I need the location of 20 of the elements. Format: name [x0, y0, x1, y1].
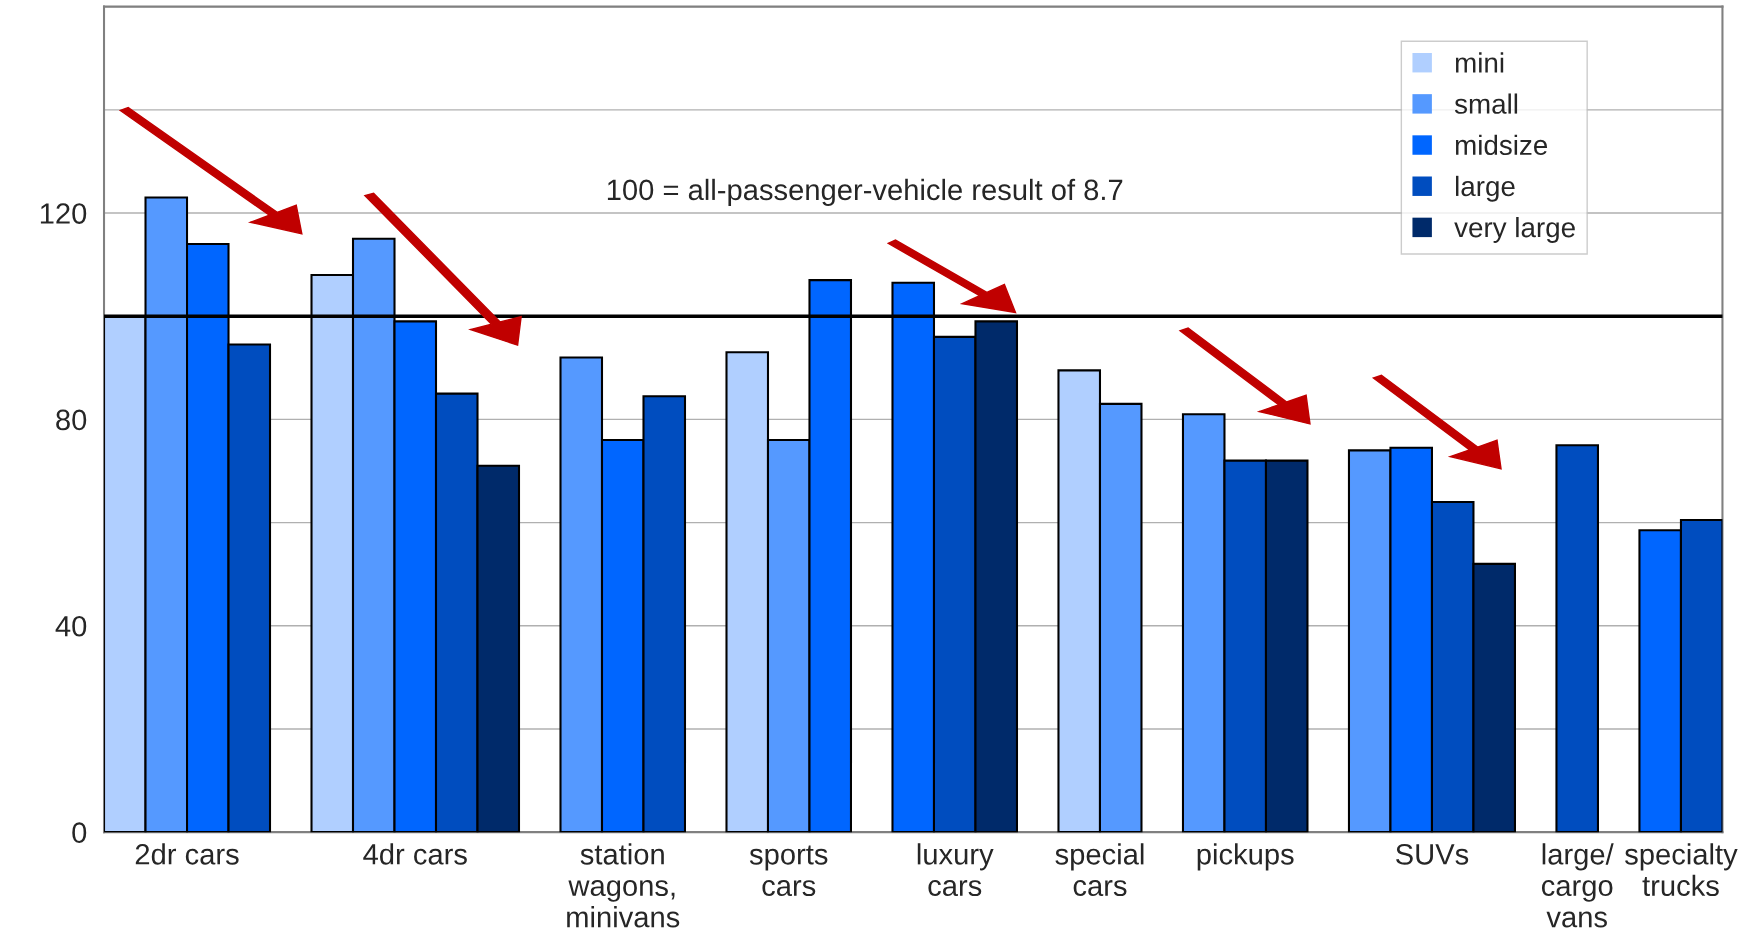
legend-label: large: [1455, 175, 1515, 202]
x-tick-label: specialty trucks: [1625, 843, 1738, 897]
legend-label: small: [1454, 93, 1518, 114]
annotation: 100 = all-passenger-vehicle result of 8.7: [607, 178, 1123, 206]
x-tick-label: 2dr cars: [135, 843, 239, 865]
y-tick-label: 80: [56, 409, 87, 431]
x-tick-label: special cars: [1055, 843, 1144, 897]
y-tick-label: 40: [55, 615, 87, 637]
legend-label: midsize: [1455, 134, 1548, 156]
x-tick-label: sports cars: [749, 845, 828, 897]
x-tick-label: luxury cars: [917, 843, 994, 897]
x-tick-label: pickups: [1197, 843, 1294, 871]
legend-label: mini: [1455, 52, 1504, 73]
x-tick-label: 4dr cars: [363, 843, 467, 865]
legend-label: very large: [1454, 216, 1575, 243]
x-tick-label: SUVs: [1396, 844, 1469, 865]
y-tick-label: 0: [72, 822, 87, 843]
x-tick-label: station wagons, minivans: [567, 843, 680, 928]
y-tick-label: 120: [40, 203, 87, 224]
x-tick-label: large/ cargo vans: [1541, 843, 1614, 928]
